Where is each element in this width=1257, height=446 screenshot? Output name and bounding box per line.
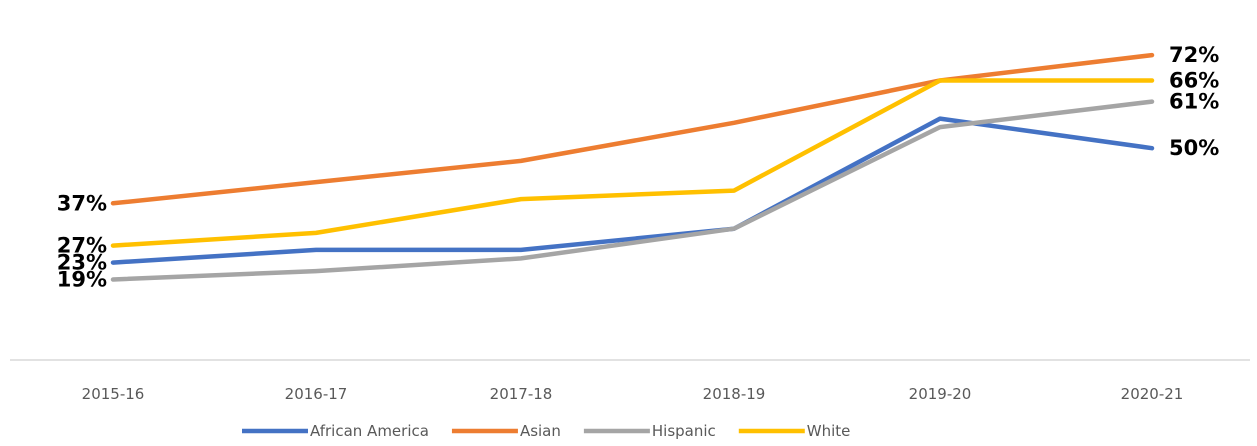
legend-label: African America xyxy=(310,422,429,440)
legend-label: Hispanic xyxy=(652,422,716,440)
data-label-white-end: 66% xyxy=(1169,68,1219,92)
legend-item-african-america: African America xyxy=(242,422,429,440)
series-line-white xyxy=(110,78,1155,248)
x-tick-label: 2016-17 xyxy=(285,385,348,403)
legend-item-asian: Asian xyxy=(451,422,561,440)
data-label-hispanic-end: 61% xyxy=(1169,90,1219,114)
x-tick-label: 2020-21 xyxy=(1121,385,1184,403)
legend-item-hispanic: Hispanic xyxy=(583,422,716,440)
series-layer xyxy=(110,52,1155,282)
x-tick-label: 2018-19 xyxy=(703,385,766,403)
legend-label: Asian xyxy=(520,422,561,440)
data-label-african-america-end: 50% xyxy=(1169,136,1219,160)
data-label-asian-end: 72% xyxy=(1169,43,1219,67)
legend: African America Asian Hispanic White xyxy=(242,422,850,440)
data-label-asian-start: 37% xyxy=(57,191,107,215)
data-label-hispanic-start: 19% xyxy=(57,268,107,292)
legend-item-white: White xyxy=(738,422,851,440)
x-tick-label: 2017-18 xyxy=(490,385,553,403)
x-tick-labels: 2015-16 2016-17 2017-18 2018-19 2019-20 2020-… xyxy=(82,385,1184,403)
data-label-white-start: 27% xyxy=(57,234,107,258)
x-tick-label: 2015-16 xyxy=(82,385,145,403)
series-line-asian xyxy=(110,52,1155,206)
data-label-african-america-start: 23% xyxy=(57,251,107,275)
data-labels: 23% 50% 37% 72% 19% 61% 27% 66% xyxy=(57,43,1220,291)
legend-label: White xyxy=(807,422,851,440)
series-line-hispanic xyxy=(110,99,1155,282)
x-tick-label: 2019-20 xyxy=(909,385,972,403)
